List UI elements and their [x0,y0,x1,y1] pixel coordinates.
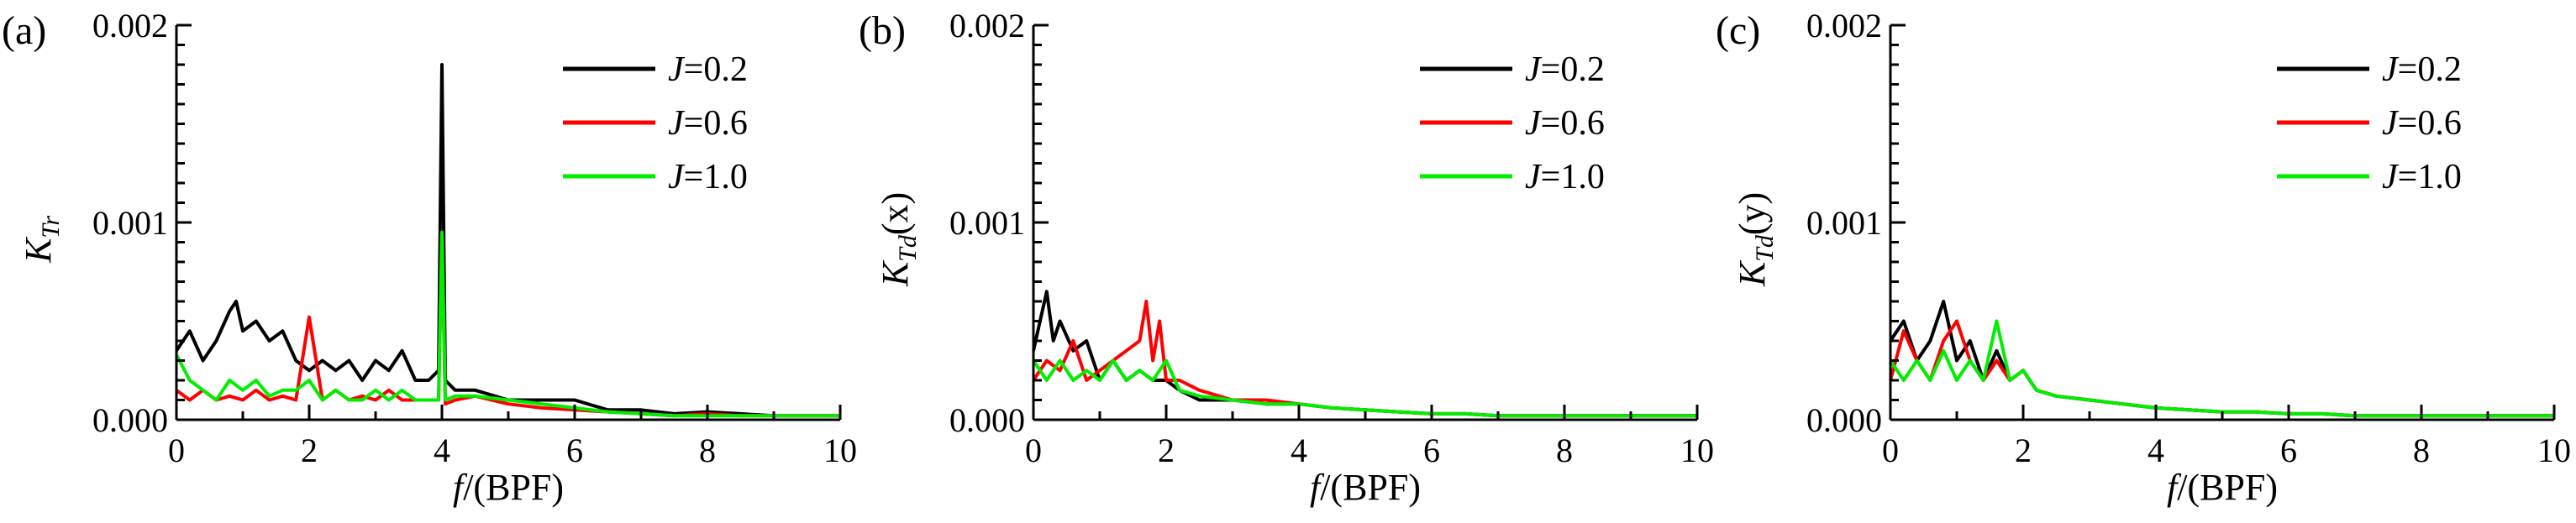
x-tick-label: 0 [1025,431,1042,469]
x-tick-label: 6 [2280,431,2297,469]
legend: J=0.2J=0.6J=1.0 [2277,50,2462,196]
x-tick-label: 0 [1882,431,1899,469]
legend-label-var: J [668,104,686,143]
panel-label: (a) [2,8,46,53]
y-tick-label: 0.002 [92,7,168,44]
series-line-2 [175,230,840,418]
y-tick-label: 0.000 [92,401,168,439]
legend-label-1: J=0.6 [2382,104,2462,143]
x-tick-label: 4 [1291,431,1307,469]
x-axis-label-unit: /(BPF) [2177,467,2278,508]
y-axis-label: KTd(x) [875,192,922,287]
x-tick-label: 10 [1680,431,1714,469]
x-axis-label-unit: /(BPF) [463,467,564,508]
legend-label-var: J [2382,50,2400,89]
x-tick-label: 2 [1158,431,1175,469]
legend: J=0.2J=0.6J=1.0 [1420,50,1605,196]
legend-label-0: J=0.2 [668,50,748,89]
panel-b: 0 2 4 6 8 100.0000.0010.002(b)KTd(x)f/(BPF)J=… [859,7,1714,508]
legend-label-1: J=0.6 [1525,104,1605,143]
series-line-2 [1889,319,2554,418]
legend-label-var: J [668,50,686,89]
x-tick-label: 6 [566,431,583,469]
x-tick-label: 10 [823,431,857,469]
y-axis-label: KTd(y) [1732,192,1779,287]
x-tick-label: 8 [1556,431,1573,469]
y-axis-label-sub: Td [1751,234,1779,262]
y-tick-label: 0.001 [949,204,1025,242]
y-axis-label: KTr [18,216,65,264]
series-line-0 [1032,290,1697,418]
legend-label-2: J=1.0 [1525,158,1605,196]
legend-label-var: J [668,158,686,196]
series-line-0 [175,63,840,418]
x-tick-label: 8 [2413,431,2430,469]
panel-label: (b) [859,8,906,53]
legend-label-2: J=1.0 [668,158,748,196]
legend-label-value: =1.0 [1541,158,1605,196]
series-line-0 [1889,300,2554,418]
legend-label-0: J=0.2 [2382,50,2462,89]
y-axis-label-main: K [1732,259,1773,287]
legend: J=0.2J=0.6J=1.0 [563,50,748,196]
x-axis-label: f/(BPF) [1310,467,1421,508]
x-tick-label: 2 [2015,431,2032,469]
series-line-1 [175,230,840,418]
x-axis-label: f/(BPF) [2167,467,2278,508]
y-axis-label-suffix: (x) [875,192,916,235]
legend-label-var: J [2382,104,2400,143]
x-tick-label: 10 [2537,431,2571,469]
x-tick-label: 0 [168,431,185,469]
x-tick-label: 6 [1423,431,1440,469]
panel-a: 0 2 4 6 8 100.0000.0010.002(a)KTrf/(BPF)J=0.2… [2,7,857,508]
x-tick-label: 8 [699,431,716,469]
y-axis-label-suffix: (y) [1732,192,1773,235]
legend-label-var: J [1525,158,1543,196]
x-tick-label: 4 [434,431,450,469]
legend-label-var: J [1525,50,1543,89]
legend-label-value: =1.0 [684,158,748,196]
series-line-1 [1889,319,2554,418]
legend-label-0: J=0.2 [1525,50,1605,89]
x-tick-label: 4 [2148,431,2164,469]
legend-label-value: =0.2 [684,50,748,89]
legend-label-value: =0.6 [1541,104,1605,143]
y-tick-label: 0.000 [1806,401,1882,439]
legend-label-value: =1.0 [2398,158,2462,196]
y-tick-label: 0.001 [1806,204,1882,242]
x-tick-label: 2 [301,431,318,469]
legend-label-value: =0.6 [2398,104,2462,143]
panel-c: 0 2 4 6 8 100.0000.0010.002(c)KTd(y)f/(BPF)J=… [1716,7,2571,508]
legend-label-2: J=1.0 [2382,158,2462,196]
panel-label: (c) [1716,8,1760,53]
y-tick-label: 0.000 [949,401,1025,439]
x-axis-label: f/(BPF) [453,467,564,508]
legend-label-var: J [1525,104,1543,143]
y-axis-label-sub: Td [894,234,922,262]
legend-label-value: =0.6 [684,104,748,143]
y-axis-label-main: K [875,259,916,287]
legend-label-value: =0.2 [1541,50,1605,89]
legend-label-var: J [2382,158,2400,196]
legend-label-1: J=0.6 [668,104,748,143]
series-line-2 [1032,358,1697,418]
y-tick-label: 0.001 [92,204,168,242]
x-axis-label-unit: /(BPF) [1320,467,1421,508]
y-axis-label-main: K [18,236,59,264]
legend-label-value: =0.2 [2398,50,2462,89]
y-axis-label-sub: Tr [37,216,65,238]
y-tick-label: 0.002 [949,7,1025,44]
y-tick-label: 0.002 [1806,7,1882,44]
series-line-1 [1032,300,1697,418]
